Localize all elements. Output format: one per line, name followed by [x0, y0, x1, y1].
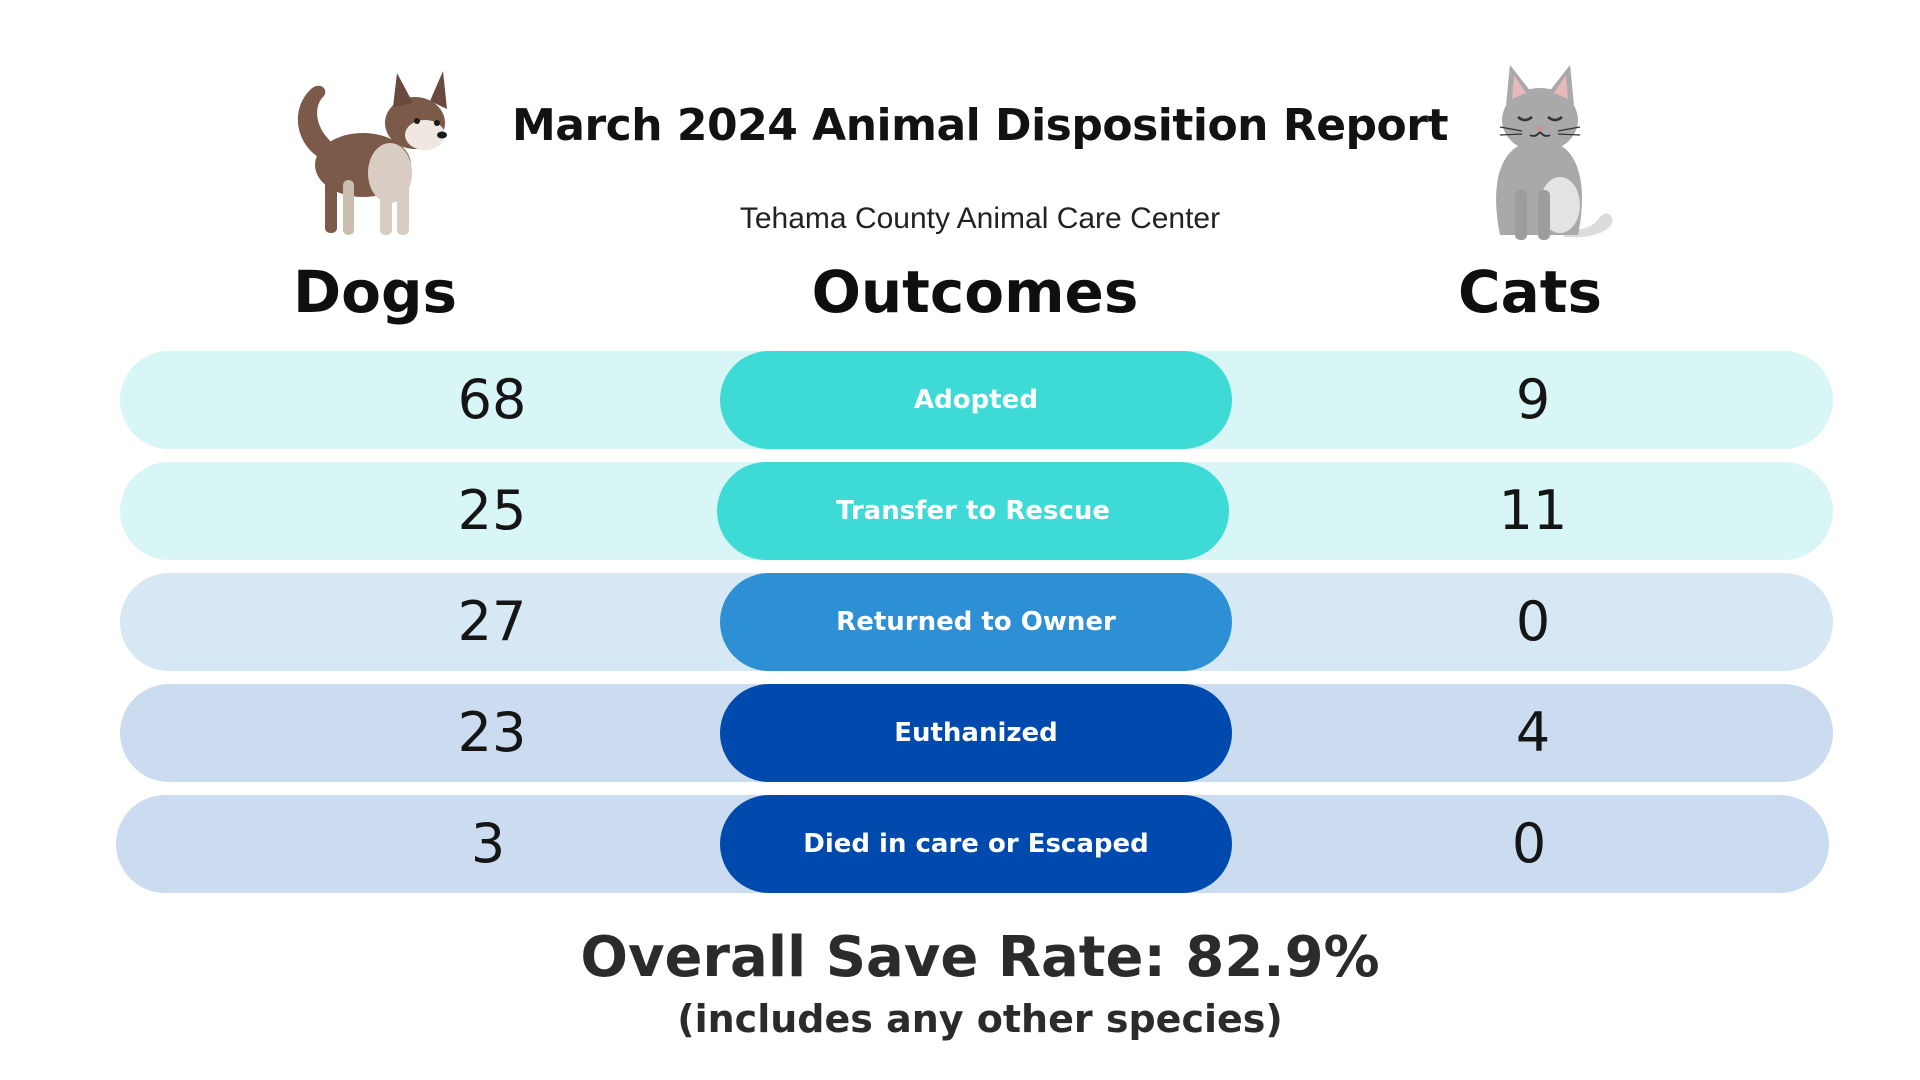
outcome-row-died-or-escaped: 3 Died in care or Escaped 0 [116, 795, 1829, 893]
column-header-dogs: Dogs [292, 258, 458, 326]
outcome-label-died-or-escaped: Died in care or Escaped [720, 795, 1232, 893]
cats-count: 4 [1515, 701, 1551, 764]
cats-count: 9 [1515, 368, 1551, 431]
dogs-count: 68 [457, 368, 527, 431]
outcome-row-euthanized: 23 Euthanized 4 [120, 684, 1833, 782]
outcome-label-euthanized: Euthanized [720, 684, 1232, 782]
cat-illustration [1496, 65, 1613, 240]
report-subtitle: Tehama County Animal Care Center [739, 202, 1221, 235]
cats-count: 0 [1511, 812, 1547, 875]
dogs-count: 25 [457, 479, 527, 542]
outcome-row-transfer-to-rescue: 25 Transfer to Rescue 11 [120, 462, 1833, 560]
column-header-cats: Cats [1458, 258, 1602, 326]
outcome-label-adopted: Adopted [720, 351, 1232, 449]
save-rate-note: (includes any other species) [677, 997, 1283, 1041]
outcome-label-transfer-to-rescue: Transfer to Rescue [717, 462, 1229, 560]
dogs-count: 3 [470, 812, 506, 875]
dog-illustration [297, 71, 447, 235]
report-title: March 2024 Animal Disposition Report [511, 100, 1449, 151]
outcome-row-adopted: 68 Adopted 9 [120, 351, 1833, 449]
cats-count: 0 [1515, 590, 1551, 653]
column-header-outcomes: Outcomes [811, 258, 1139, 326]
dogs-count: 27 [457, 590, 527, 653]
dogs-count: 23 [457, 701, 527, 764]
overall-save-rate: Overall Save Rate: 82.9% [580, 925, 1380, 990]
outcome-label-returned-to-owner: Returned to Owner [720, 573, 1232, 671]
outcome-row-returned-to-owner: 27 Returned to Owner 0 [120, 573, 1833, 671]
cats-count: 11 [1498, 479, 1568, 542]
